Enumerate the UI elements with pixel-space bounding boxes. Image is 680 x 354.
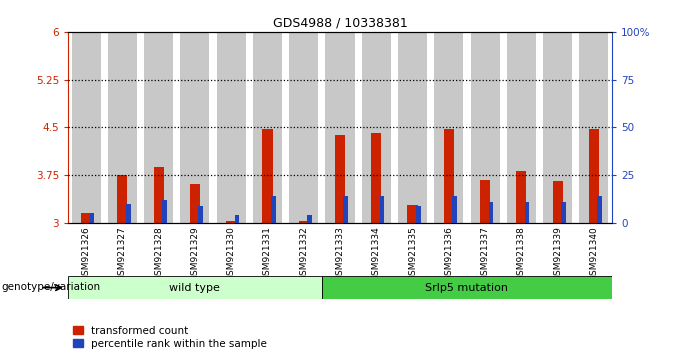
Bar	[271, 196, 275, 223]
Bar	[444, 129, 454, 223]
Bar	[154, 167, 164, 223]
Bar	[162, 200, 167, 223]
Bar	[253, 32, 282, 223]
Bar	[68, 276, 322, 299]
Bar	[516, 171, 526, 223]
Text: genotype/variation: genotype/variation	[1, 282, 101, 292]
Bar	[126, 204, 131, 223]
Bar	[543, 32, 572, 223]
Bar	[362, 32, 391, 223]
Bar	[343, 196, 348, 223]
Bar	[597, 196, 602, 223]
Bar	[81, 213, 91, 223]
Bar	[525, 202, 530, 223]
Bar	[407, 205, 418, 223]
Bar	[398, 32, 427, 223]
Title: GDS4988 / 10338381: GDS4988 / 10338381	[273, 16, 407, 29]
Bar	[322, 276, 612, 299]
Bar	[561, 202, 566, 223]
Bar	[144, 32, 173, 223]
Bar	[262, 129, 273, 223]
Bar	[379, 196, 384, 223]
Bar	[226, 221, 236, 223]
Bar	[452, 196, 457, 223]
Text: wild type: wild type	[169, 282, 220, 293]
Bar	[553, 181, 562, 223]
Bar	[199, 206, 203, 223]
Bar	[190, 183, 200, 223]
Bar	[217, 32, 245, 223]
Bar	[435, 32, 463, 223]
Bar	[289, 32, 318, 223]
Bar	[488, 202, 493, 223]
Bar	[71, 32, 101, 223]
Bar	[371, 132, 381, 223]
Bar	[299, 221, 309, 223]
Bar	[180, 32, 209, 223]
Bar	[507, 32, 536, 223]
Bar	[589, 129, 599, 223]
Bar	[326, 32, 354, 223]
Bar	[90, 213, 95, 223]
Bar	[480, 180, 490, 223]
Bar	[307, 215, 312, 223]
Bar	[118, 175, 127, 223]
Legend: transformed count, percentile rank within the sample: transformed count, percentile rank withi…	[73, 326, 267, 349]
Bar	[579, 32, 609, 223]
Bar	[416, 206, 421, 223]
Bar	[235, 215, 239, 223]
Bar	[471, 32, 500, 223]
Bar	[108, 32, 137, 223]
Bar	[335, 135, 345, 223]
Text: Srlp5 mutation: Srlp5 mutation	[426, 282, 509, 293]
